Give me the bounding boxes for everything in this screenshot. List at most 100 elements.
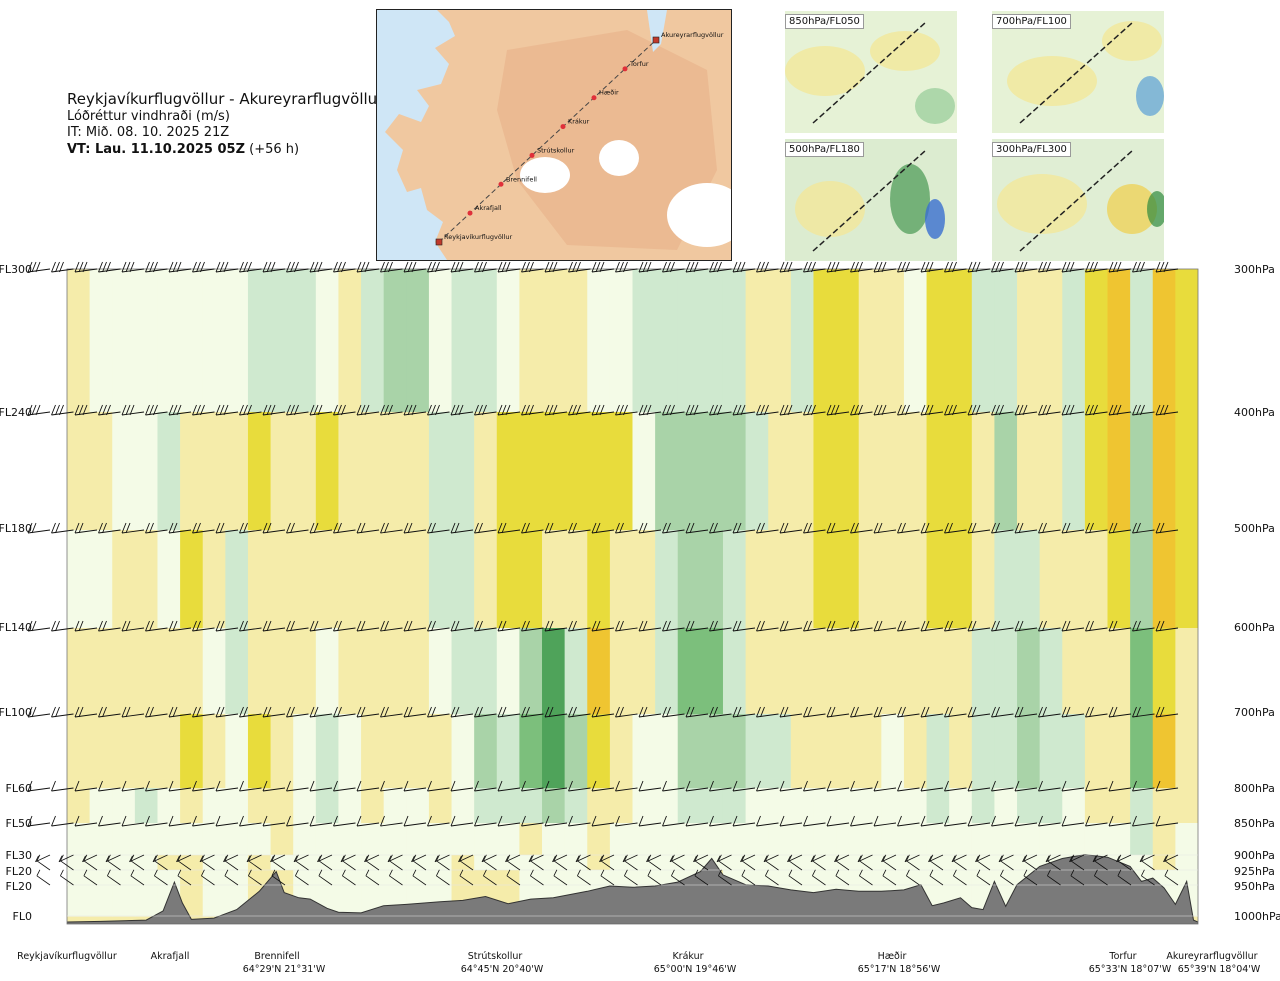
field-cell — [1152, 823, 1176, 856]
field-cell — [700, 412, 724, 531]
field-cell — [1017, 412, 1041, 531]
wind-barb — [835, 854, 850, 871]
flight-level-label: FL100 — [0, 706, 32, 719]
field-cell — [542, 412, 566, 531]
wind-barb — [834, 854, 850, 863]
wind-barb — [591, 261, 615, 273]
field-cell — [768, 714, 792, 789]
wind-barb — [624, 854, 638, 871]
field-cell — [180, 823, 204, 856]
field-cell — [836, 628, 860, 715]
route-point-label: Krákur — [568, 118, 590, 126]
field-cell — [1017, 788, 1041, 824]
field-cell — [293, 788, 317, 824]
wind-barb — [105, 854, 121, 863]
field-cell — [949, 788, 973, 824]
wind-barb — [544, 522, 568, 534]
field-cell — [270, 269, 294, 413]
field-cell — [768, 412, 792, 531]
field-cell — [361, 269, 385, 413]
field-cell — [1152, 714, 1176, 789]
wind-barb — [998, 854, 1014, 863]
field-cell — [67, 412, 91, 531]
wind-barb — [897, 522, 920, 534]
valid-time: VT: Lau. 11.10.2025 05Z — [67, 142, 246, 157]
field-cell — [134, 412, 159, 531]
field-cell — [270, 530, 294, 629]
location-coord: 65°33'N 18°07'W — [1089, 964, 1172, 975]
field-cell — [1084, 788, 1109, 824]
field-cell — [587, 788, 611, 824]
wind-barb — [51, 620, 74, 632]
wind-barb — [309, 815, 333, 827]
field-cell — [1175, 855, 1198, 871]
wind-barb — [403, 261, 427, 273]
wind-barb — [732, 815, 756, 827]
wind-barb — [1023, 869, 1038, 886]
field-cell — [1175, 870, 1198, 886]
wind-barb — [920, 522, 944, 534]
field-cell — [315, 855, 340, 871]
wind-barb — [1117, 854, 1132, 871]
wind-barb — [74, 706, 98, 718]
location-coord: 64°45'N 20°40'W — [461, 964, 544, 975]
field-cell — [361, 412, 385, 531]
wind-barb — [638, 620, 662, 632]
wind-barb — [591, 522, 615, 534]
field-cell — [994, 714, 1018, 789]
wind-barb — [897, 620, 920, 632]
wind-barb — [756, 780, 779, 792]
wind-barb — [27, 404, 51, 416]
wind-barb — [51, 404, 74, 416]
wind-barb — [591, 404, 615, 416]
field-cell — [1039, 269, 1063, 413]
field-cell — [971, 788, 996, 824]
flight-level-label: FL30 — [6, 849, 32, 862]
field-cell — [1175, 714, 1198, 789]
field-cell — [89, 714, 113, 789]
wind-barb — [1108, 780, 1132, 792]
field-cell — [632, 269, 656, 413]
field-cell — [722, 269, 747, 413]
wind-barb — [450, 261, 474, 273]
field-cell — [202, 885, 226, 917]
field-cell — [293, 855, 317, 871]
flight-level-label: FL300 — [0, 263, 32, 276]
wind-barb — [662, 522, 685, 534]
wind-barb — [380, 404, 403, 416]
wind-barb — [1085, 261, 1108, 273]
wind-barb — [483, 854, 497, 871]
field-cell — [813, 412, 837, 531]
field-cell — [1130, 628, 1154, 715]
field-cell — [813, 628, 837, 715]
wind-barb — [967, 815, 991, 827]
wind-barb — [270, 854, 286, 863]
wind-barb — [685, 780, 709, 792]
wind-barb — [591, 706, 615, 718]
wind-barb — [356, 780, 380, 792]
wind-barb — [1132, 404, 1155, 416]
wind-barb — [201, 854, 215, 871]
field-cell — [542, 269, 566, 413]
field-cell — [180, 628, 204, 715]
wind-barb — [732, 261, 756, 273]
field-cell — [519, 823, 543, 856]
wind-barb — [474, 815, 497, 827]
wind-barb — [51, 780, 74, 792]
field-cell — [994, 269, 1018, 413]
field-cell — [858, 269, 882, 413]
wind-barb — [74, 780, 98, 792]
field-cell — [338, 412, 362, 531]
field-cell — [1175, 269, 1198, 413]
wind-barb — [145, 815, 168, 827]
wind-barb — [967, 522, 991, 534]
location-name: Hæðir — [878, 951, 907, 962]
field-cell — [587, 855, 611, 871]
wind-barb — [51, 815, 74, 827]
wind-barb — [544, 815, 568, 827]
wind-barb — [497, 815, 521, 827]
wind-barb — [1014, 261, 1038, 273]
field-cell — [790, 530, 815, 629]
wind-barb — [458, 854, 474, 863]
wind-barb — [857, 854, 873, 863]
